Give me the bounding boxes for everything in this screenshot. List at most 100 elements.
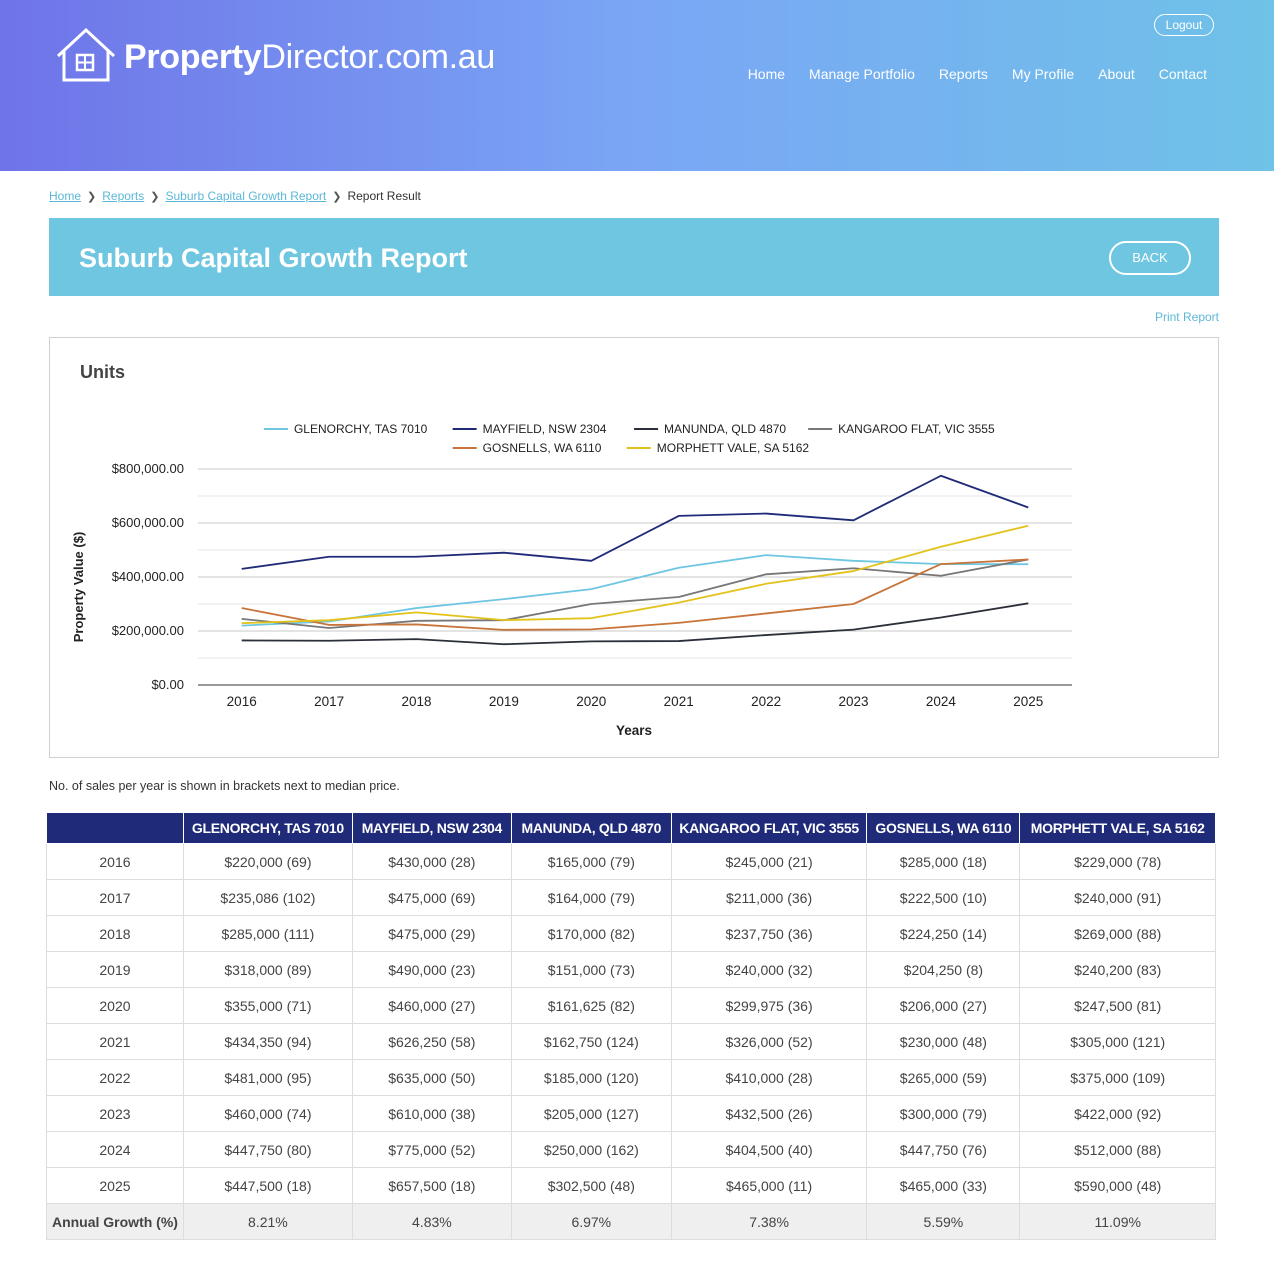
price-cell: $229,000 (78): [1019, 843, 1216, 880]
price-cell: $205,000 (127): [510, 1095, 672, 1132]
table-header-row: GLENORCHY, TAS 7010 MAYFIELD, NSW 2304 MAN…: [46, 812, 1216, 844]
chart-title: Units: [80, 362, 125, 382]
table-header-cell: KANGAROO FLAT, VIC 3555: [670, 812, 868, 844]
y-tick-label: $200,000.00: [112, 623, 184, 638]
growth-cell: 5.59%: [866, 1203, 1021, 1240]
table-header-empty: [46, 812, 184, 844]
price-cell: $162,750 (124): [510, 1023, 672, 1060]
y-axis-label: Property Value ($): [71, 532, 86, 643]
price-cell: $161,625 (82): [510, 987, 672, 1024]
year-cell: 2016: [46, 843, 184, 880]
nav-manage-portfolio[interactable]: Manage Portfolio: [809, 66, 915, 82]
growth-cell: 11.09%: [1019, 1203, 1216, 1240]
year-cell: 2019: [46, 951, 184, 988]
logout-button[interactable]: Logout: [1154, 14, 1214, 36]
price-cell: $447,750 (80): [182, 1131, 353, 1168]
price-cell: $626,250 (58): [351, 1023, 512, 1060]
price-cell: $235,086 (102): [182, 879, 353, 916]
chevron-right-icon: ❯: [87, 190, 97, 203]
logo-text: PropertyDirector.com.au: [124, 38, 495, 77]
table-row: 2020 $355,000 (71) $460,000 (27) $161,625 (…: [46, 987, 1216, 1024]
price-cell: $430,000 (28): [351, 843, 512, 880]
price-cell: $237,750 (36): [670, 915, 868, 952]
y-tick-label: $600,000.00: [112, 515, 184, 530]
nav-my-profile[interactable]: My Profile: [1011, 66, 1075, 82]
legend-label: KANGAROO FLAT, VIC 3555: [838, 422, 995, 436]
price-cell: $447,750 (76): [866, 1131, 1021, 1168]
price-cell: $590,000 (48): [1019, 1167, 1216, 1204]
breadcrumb-home[interactable]: Home: [49, 189, 82, 203]
legend-label: GLENORCHY, TAS 7010: [294, 422, 428, 436]
price-cell: $318,000 (89): [182, 951, 353, 988]
table-row: 2019 $318,000 (89) $490,000 (23) $151,000 (…: [46, 951, 1216, 988]
site-header: PropertyDirector.com.au Logout Home Mana…: [0, 0, 1274, 171]
price-cell: $635,000 (50): [351, 1059, 512, 1096]
series-line: [241, 524, 1029, 625]
price-cell: $211,000 (36): [670, 879, 868, 916]
price-cell: $269,000 (88): [1019, 915, 1216, 952]
breadcrumb-reports[interactable]: Reports: [102, 189, 145, 203]
price-cell: $185,000 (120): [510, 1059, 672, 1096]
table-row: 2021 $434,350 (94) $626,250 (58) $162,750 (…: [46, 1023, 1216, 1060]
series-line: [241, 602, 1029, 646]
table-header-cell: GOSNELLS, WA 6110: [866, 812, 1021, 844]
x-tick-label: 2023: [838, 694, 868, 709]
price-cell: $610,000 (38): [351, 1095, 512, 1132]
nav-home[interactable]: Home: [747, 66, 786, 82]
table-row: 2025 $447,500 (18) $657,500 (18) $302,500 (…: [46, 1167, 1216, 1204]
growth-cell: 6.97%: [510, 1203, 672, 1240]
legend-label: MANUNDA, QLD 4870: [664, 422, 786, 436]
page-title: Suburb Capital Growth Report: [79, 243, 468, 273]
table-row: 2022 $481,000 (95) $635,000 (50) $185,000 (…: [46, 1059, 1216, 1096]
nav-about[interactable]: About: [1098, 66, 1135, 82]
price-cell: $326,000 (52): [670, 1023, 868, 1060]
growth-cell: 7.38%: [670, 1203, 868, 1240]
report-banner: Suburb Capital Growth Report BACK: [49, 218, 1219, 296]
series-line: [241, 558, 1029, 631]
price-cell: $206,000 (27): [866, 987, 1021, 1024]
x-tick-label: 2021: [664, 694, 694, 709]
price-cell: $460,000 (27): [351, 987, 512, 1024]
chevron-right-icon: ❯: [150, 190, 160, 203]
nav-contact[interactable]: Contact: [1158, 66, 1207, 82]
price-cell: $465,000 (33): [866, 1167, 1021, 1204]
nav-reports[interactable]: Reports: [938, 66, 988, 82]
breadcrumb: Home ❯ Reports ❯ Suburb Capital Growth R…: [49, 189, 421, 203]
sales-note: No. of sales per year is shown in bracke…: [49, 779, 400, 793]
series-line: [241, 554, 1029, 627]
price-cell: $247,500 (81): [1019, 987, 1216, 1024]
main-nav: Home Manage Portfolio Reports My Profile…: [748, 66, 1207, 82]
price-cell: $151,000 (73): [510, 951, 672, 988]
table-row: 2018 $285,000 (111) $475,000 (29) $170,000 …: [46, 915, 1216, 952]
price-cell: $240,200 (83): [1019, 951, 1216, 988]
x-tick-label: 2019: [489, 694, 519, 709]
breadcrumb-suburb-report[interactable]: Suburb Capital Growth Report: [165, 189, 327, 203]
growth-cell: 8.21%: [182, 1203, 353, 1240]
print-report-link[interactable]: Print Report: [1154, 310, 1219, 324]
legend-label: MORPHETT VALE, SA 5162: [657, 441, 810, 455]
x-tick-label: 2016: [227, 694, 257, 709]
logo-bold: Property: [124, 38, 262, 76]
price-cell: $245,000 (21): [670, 843, 868, 880]
table-header-cell: MAYFIELD, NSW 2304: [351, 812, 512, 844]
price-cell: $410,000 (28): [670, 1059, 868, 1096]
x-axis-label: Years: [616, 723, 652, 738]
growth-label: Annual Growth (%): [46, 1203, 184, 1240]
price-cell: $230,000 (48): [866, 1023, 1021, 1060]
price-cell: $285,000 (111): [182, 915, 353, 952]
x-tick-label: 2017: [314, 694, 344, 709]
price-cell: $475,000 (29): [351, 915, 512, 952]
price-cell: $355,000 (71): [182, 987, 353, 1024]
y-tick-label: $0.00: [151, 677, 184, 692]
price-cell: $265,000 (59): [866, 1059, 1021, 1096]
price-cell: $164,000 (79): [510, 879, 672, 916]
back-button[interactable]: BACK: [1109, 241, 1191, 275]
year-cell: 2020: [46, 987, 184, 1024]
price-cell: $465,000 (11): [670, 1167, 868, 1204]
price-cell: $165,000 (79): [510, 843, 672, 880]
house-icon: [56, 27, 116, 82]
price-cell: $240,000 (91): [1019, 879, 1216, 916]
price-cell: $204,250 (8): [866, 951, 1021, 988]
year-cell: 2023: [46, 1095, 184, 1132]
table-row: 2017 $235,086 (102) $475,000 (69) $164,000 …: [46, 879, 1216, 916]
